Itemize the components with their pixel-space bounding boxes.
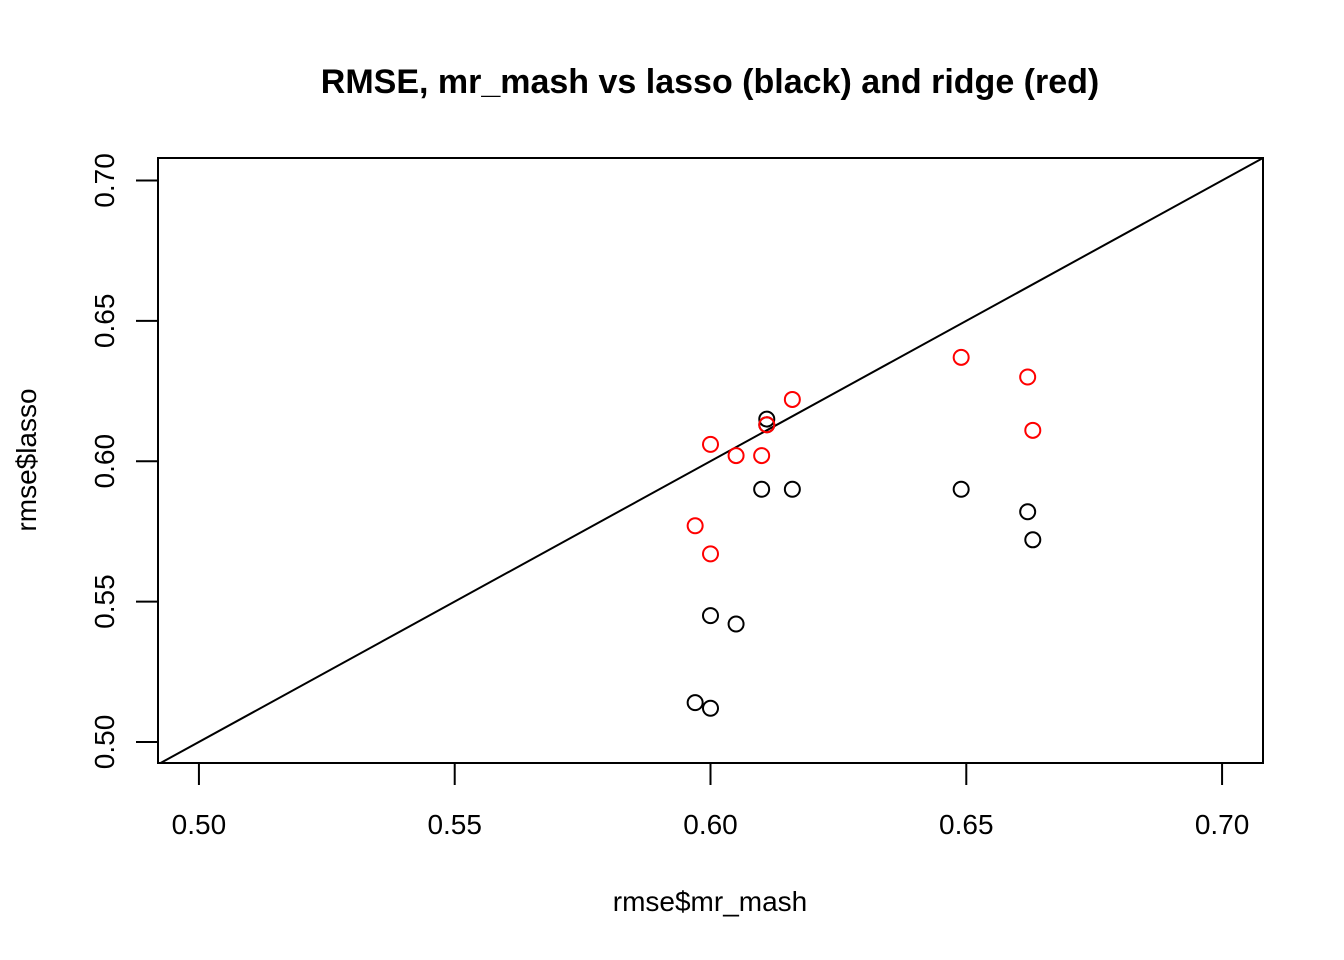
data-point [753, 480, 771, 498]
x-axis-label: rmse$mr_mash [613, 886, 807, 917]
data-point [1019, 503, 1037, 521]
data-point [727, 615, 745, 633]
y-axis: 0.50 0.55 0.60 0.65 0.70 [89, 153, 159, 770]
x-tick-label: 0.70 [1195, 809, 1250, 840]
plot-area [158, 158, 1263, 763]
data-point [758, 410, 776, 428]
data-point [727, 447, 745, 465]
data-point [1024, 531, 1042, 549]
data-point [686, 517, 704, 535]
points-layer [686, 348, 1042, 717]
data-point [753, 447, 771, 465]
x-tick-label: 0.55 [427, 809, 482, 840]
identity-line [158, 158, 1263, 763]
data-point [702, 699, 719, 717]
chart-title: RMSE, mr_mash vs lasso (black) and ridge… [321, 63, 1099, 101]
y-tick-label: 0.70 [89, 153, 120, 208]
data-point [758, 416, 776, 434]
y-tick-label: 0.50 [89, 715, 120, 770]
data-point [686, 694, 704, 712]
ridge-points [686, 348, 1042, 563]
x-tick-label: 0.50 [172, 809, 227, 840]
data-point [952, 348, 970, 366]
reference-line-layer [158, 158, 1263, 763]
data-point [702, 435, 719, 453]
y-tick-label: 0.65 [89, 294, 120, 349]
x-tick-label: 0.60 [683, 809, 738, 840]
y-tick-label: 0.60 [89, 434, 120, 489]
lasso-points [686, 410, 1042, 717]
y-tick-label: 0.55 [89, 574, 120, 629]
data-point [952, 480, 970, 498]
data-point [1024, 421, 1042, 439]
data-point [1019, 368, 1037, 386]
y-axis-label: rmse$lasso [11, 388, 42, 531]
data-point [783, 480, 801, 498]
data-point [702, 607, 719, 625]
x-tick-label: 0.65 [939, 809, 994, 840]
x-axis: 0.50 0.55 0.60 0.65 0.70 [172, 762, 1250, 840]
data-point [783, 390, 801, 408]
data-point [702, 545, 719, 563]
